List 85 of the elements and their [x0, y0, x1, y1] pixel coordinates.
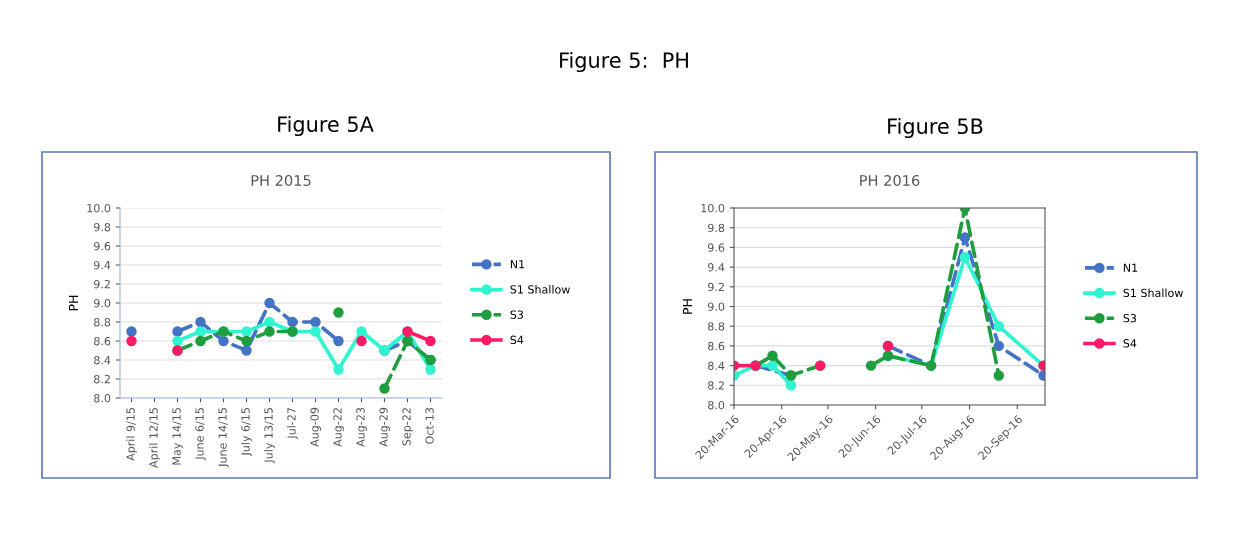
y-tick-label: 9.6 — [708, 243, 725, 252]
point — [264, 326, 275, 337]
x-tick-label: July 13/15 — [264, 408, 275, 464]
point — [767, 360, 778, 371]
y-tick-label: 9.8 — [94, 222, 111, 232]
y-axis-title: PH — [682, 299, 693, 314]
point — [195, 326, 206, 337]
point — [959, 252, 971, 263]
y-tick-label: 8.4 — [94, 355, 111, 365]
point — [333, 307, 344, 318]
point — [767, 350, 778, 361]
point — [425, 335, 436, 347]
point — [785, 380, 797, 391]
point — [333, 364, 344, 375]
point — [172, 335, 183, 347]
point — [264, 297, 275, 309]
point — [333, 335, 344, 347]
y-tick-label: 8.6 — [94, 336, 111, 346]
y-tick-label: 9.2 — [94, 279, 110, 289]
y-tick-label: 10.0 — [87, 203, 111, 213]
x-tick-label: June 6/15 — [195, 408, 206, 461]
caption: Figure 5: PH — [560, 51, 688, 73]
y-tick-label: 8.8 — [94, 317, 111, 327]
y-tick-label: 8.2 — [708, 381, 724, 390]
y-tick-label: 9.4 — [94, 260, 111, 270]
point — [379, 383, 390, 394]
y-tick-label: 9.8 — [708, 223, 725, 233]
x-tick-label: Aug-09 — [310, 407, 321, 447]
y-tick-label: 8.8 — [708, 322, 725, 331]
x-tick-label: Aug-23 — [356, 407, 367, 447]
point — [241, 326, 252, 337]
point — [126, 335, 137, 347]
point — [356, 335, 367, 347]
y-tick-label: 8.2 — [94, 374, 110, 384]
point — [172, 326, 183, 337]
point — [993, 320, 1005, 332]
point — [241, 335, 252, 347]
legend-label: S4 — [1123, 339, 1137, 348]
point — [993, 340, 1005, 352]
legend-label: N1 — [1123, 263, 1138, 272]
y-tick-label: 10.0 — [701, 203, 725, 213]
point — [310, 326, 321, 337]
legend-label: S4 — [510, 335, 524, 345]
x-tick-label: Sep-22 — [402, 408, 413, 446]
y-tick-label: 9.0 — [708, 302, 725, 311]
point — [264, 316, 275, 328]
point — [993, 370, 1005, 381]
point — [865, 360, 877, 371]
point — [241, 345, 252, 356]
point — [195, 335, 206, 347]
point — [195, 316, 206, 328]
x-tick-label: July 6/15 — [241, 408, 252, 457]
y-tick-label: 8.0 — [708, 400, 725, 410]
x-tick-label: May 14/15 — [172, 408, 183, 465]
y-tick-label: 9.6 — [94, 241, 111, 251]
chart-subtitle: PH 2015 — [251, 174, 311, 186]
y-tick-label: 9.0 — [94, 298, 111, 308]
legend-label: S1 Shallow — [510, 285, 570, 294]
point — [356, 326, 367, 337]
y-tick-label: 8.4 — [708, 361, 725, 370]
y-tick-label: 8.6 — [708, 341, 725, 351]
point — [126, 326, 137, 337]
y-tick-label: 9.2 — [708, 282, 724, 292]
chart-title: Figure 5A — [278, 115, 374, 137]
legend-label: S3 — [1123, 313, 1137, 323]
legend-label: S1 Shallow — [1123, 288, 1183, 298]
chart-subtitle: PH 2016 — [860, 174, 920, 186]
x-tick-label: April 12/15 — [149, 408, 160, 468]
x-tick-label: Aug-29 — [379, 407, 390, 447]
y-tick-label: 9.4 — [708, 263, 725, 272]
x-tick-label: Jul-27 — [287, 407, 298, 440]
y-axis-title: PH — [68, 295, 79, 311]
point — [310, 316, 321, 328]
y-tick-label: 8.0 — [94, 393, 111, 403]
chart-title: Figure 5B — [888, 117, 983, 139]
x-tick-label: Oct-13 — [425, 407, 434, 444]
point — [959, 232, 971, 243]
point — [218, 335, 229, 347]
x-tick-label: June 14/15 — [218, 408, 229, 468]
point — [425, 364, 436, 375]
legend-label: N1 — [510, 260, 525, 269]
x-tick-label: Aug-22 — [333, 408, 344, 447]
x-tick-label: April 9/15 — [126, 408, 137, 461]
legend-label: S3 — [510, 310, 524, 319]
point — [287, 316, 298, 328]
